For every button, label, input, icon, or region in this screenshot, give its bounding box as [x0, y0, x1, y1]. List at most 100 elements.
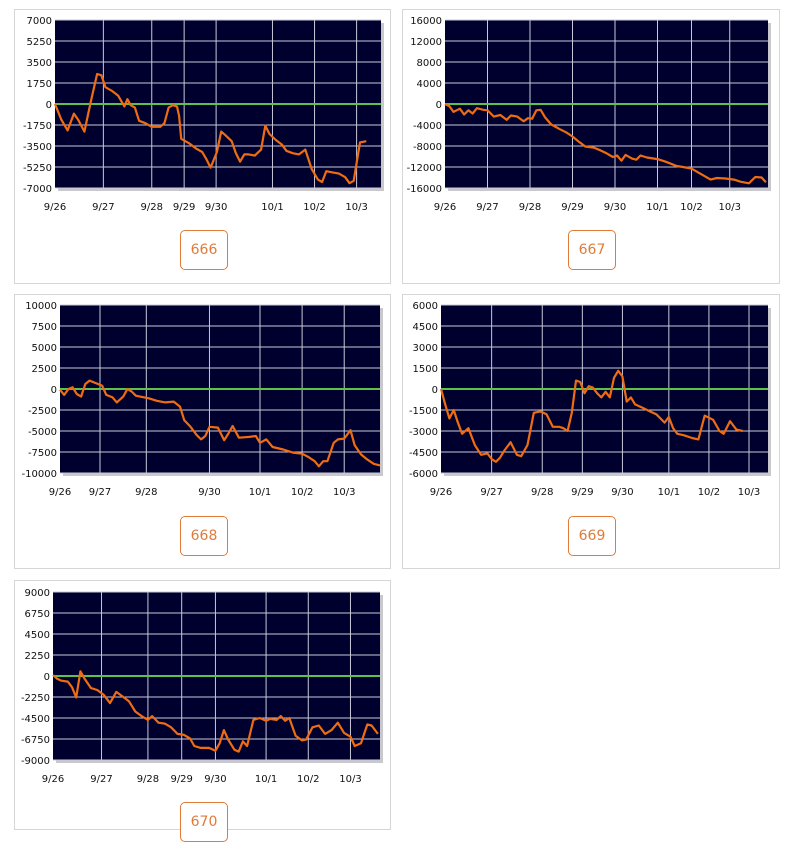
- y-tick-label: -3000: [409, 427, 438, 438]
- x-tick-label: 9/26: [430, 487, 452, 498]
- y-tick-label: 6750: [25, 609, 50, 620]
- line-chart: 7000 5250 3500 1750 0 -1750 -3500 -5250 -7000 9/2…: [23, 16, 384, 213]
- y-tick-label: 4500: [413, 322, 438, 333]
- x-tick-label: 9/28: [519, 202, 541, 213]
- x-tick-label: 10/2: [297, 774, 319, 785]
- y-tick-label: 0: [46, 100, 52, 111]
- y-tick-label: 12000: [410, 37, 442, 48]
- x-tick-label: 9/30: [611, 487, 633, 498]
- x-tick-label: 9/27: [92, 202, 114, 213]
- x-tick-label: 9/27: [90, 774, 112, 785]
- x-tick-label: 10/3: [719, 202, 741, 213]
- y-tick-label: -5000: [28, 427, 57, 438]
- y-tick-label: -12000: [407, 163, 442, 174]
- x-tick-label: 9/28: [137, 774, 159, 785]
- y-tick-label: 2500: [32, 364, 57, 375]
- y-tick-label: 9000: [25, 588, 50, 599]
- y-tick-label: -2250: [21, 693, 50, 704]
- y-tick-label: 10000: [25, 301, 57, 312]
- y-tick-label: -8000: [413, 142, 442, 153]
- x-tick-label: 9/29: [561, 202, 583, 213]
- x-tick-label: 9/27: [480, 487, 502, 498]
- x-tick-label: 9/30: [205, 202, 227, 213]
- y-tick-label: 5250: [27, 37, 52, 48]
- x-tick-label: 10/3: [333, 487, 355, 498]
- line-chart: 10000 7500 5000 2500 0 -2500 -5000 -7500 -10000 9…: [22, 301, 383, 498]
- y-tick-label: -7500: [28, 448, 57, 459]
- x-tick-label: 10/3: [738, 487, 760, 498]
- chart-id-badge[interactable]: 669: [568, 516, 616, 556]
- chart-card-669: 6000 4500 3000 1500 0 -1500 -3000 -4500 -6000 9/2…: [402, 294, 780, 569]
- y-tick-label: 3000: [413, 343, 438, 354]
- x-tick-label: 9/28: [141, 202, 163, 213]
- x-tick-label: 9/27: [476, 202, 498, 213]
- y-tick-label: -7000: [23, 184, 52, 195]
- x-tick-label: 9/29: [571, 487, 593, 498]
- x-tick-label: 10/1: [658, 487, 680, 498]
- x-tick-label: 9/28: [135, 487, 157, 498]
- y-tick-label: 5000: [32, 343, 57, 354]
- x-tick-label: 9/30: [204, 774, 226, 785]
- y-tick-label: 4500: [25, 630, 50, 641]
- chart-card-670: 9000 6750 4500 2250 0 -2250 -4500 -6750 -9000 9/2…: [14, 580, 391, 842]
- chart-id-badge[interactable]: 668: [180, 516, 228, 556]
- y-tick-label: -1500: [409, 406, 438, 417]
- y-tick-label: 8000: [417, 58, 442, 69]
- chart-id-badge[interactable]: 667: [568, 230, 616, 270]
- chart-card-668: 10000 7500 5000 2500 0 -2500 -5000 -7500 -10000 9…: [14, 294, 391, 569]
- line-chart: 6000 4500 3000 1500 0 -1500 -3000 -4500 -6000 9/2…: [409, 301, 771, 498]
- x-tick-label: 10/1: [255, 774, 277, 785]
- x-tick-label: 10/2: [680, 202, 702, 213]
- y-tick-label: -4500: [21, 714, 50, 725]
- x-tick-label: 9/26: [434, 202, 456, 213]
- y-tick-label: 1500: [413, 364, 438, 375]
- y-tick-label: -6000: [409, 469, 438, 480]
- chart-card-667: 16000 12000 8000 4000 0 -4000 -8000 -12000 -1600…: [402, 9, 780, 284]
- y-tick-label: -10000: [22, 469, 57, 480]
- x-tick-label: 9/29: [170, 774, 192, 785]
- y-tick-label: -3500: [23, 142, 52, 153]
- y-tick-label: -9000: [21, 756, 50, 767]
- series-line: [52, 670, 379, 753]
- y-tick-label: -6750: [21, 735, 50, 746]
- y-tick-label: -4500: [409, 448, 438, 459]
- x-tick-label: 10/2: [698, 487, 720, 498]
- chart-id-badge[interactable]: 666: [180, 230, 228, 270]
- y-tick-label: 0: [436, 100, 442, 111]
- x-tick-label: 9/29: [173, 202, 195, 213]
- x-tick-label: 10/2: [291, 487, 313, 498]
- series-line: [444, 103, 767, 185]
- x-tick-label: 9/30: [198, 487, 220, 498]
- x-tick-label: 9/26: [49, 487, 71, 498]
- y-tick-label: 4000: [417, 79, 442, 90]
- series-line: [53, 72, 367, 185]
- x-tick-label: 10/1: [249, 487, 271, 498]
- x-tick-label: 9/26: [44, 202, 66, 213]
- line-chart: 16000 12000 8000 4000 0 -4000 -8000 -12000 -1600…: [407, 16, 771, 213]
- y-tick-label: 0: [432, 385, 438, 396]
- y-tick-label: 7000: [27, 16, 52, 27]
- y-tick-label: 2250: [25, 651, 50, 662]
- y-tick-label: -4000: [413, 121, 442, 132]
- y-tick-label: -1750: [23, 121, 52, 132]
- line-chart: 9000 6750 4500 2250 0 -2250 -4500 -6750 -9000 9/2…: [21, 588, 383, 785]
- x-tick-label: 10/1: [261, 202, 283, 213]
- x-tick-label: 9/26: [42, 774, 64, 785]
- x-tick-label: 10/1: [646, 202, 668, 213]
- y-tick-label: 6000: [413, 301, 438, 312]
- y-tick-label: -5250: [23, 163, 52, 174]
- series-line: [59, 379, 381, 468]
- x-tick-label: 10/2: [303, 202, 325, 213]
- y-tick-label: 1750: [27, 79, 52, 90]
- x-tick-label: 9/27: [89, 487, 111, 498]
- x-tick-label: 9/30: [604, 202, 626, 213]
- y-tick-label: 7500: [32, 322, 57, 333]
- y-tick-label: 3500: [27, 58, 52, 69]
- y-tick-label: -16000: [407, 184, 442, 195]
- y-tick-label: 0: [51, 385, 57, 396]
- y-tick-label: 0: [44, 672, 50, 683]
- x-tick-label: 10/3: [339, 774, 361, 785]
- x-tick-label: 10/3: [345, 202, 367, 213]
- chart-card-666: 7000 5250 3500 1750 0 -1750 -3500 -5250 -7000 9/2…: [14, 9, 391, 284]
- chart-id-badge[interactable]: 670: [180, 802, 228, 842]
